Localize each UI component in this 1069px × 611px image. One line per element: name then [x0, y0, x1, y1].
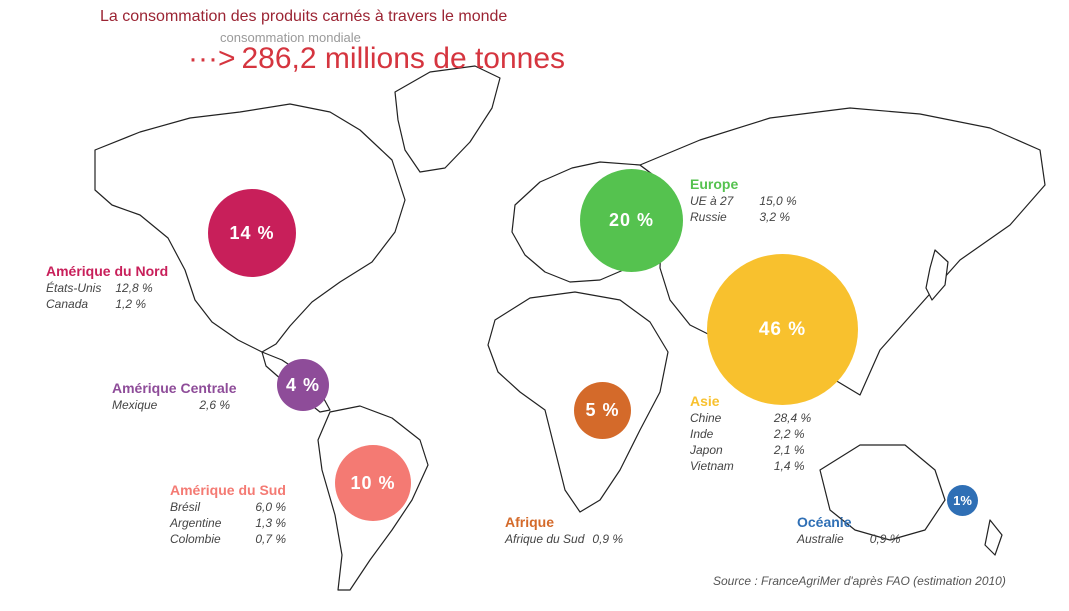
bubble-oceanie: 1% — [947, 485, 978, 516]
country-name: Brésil — [170, 500, 201, 514]
country-value: 1,3 % — [255, 516, 287, 530]
label-afrique: Afrique Afrique du Sud 0,9 % — [505, 514, 623, 548]
total-value: 286,2 millions de tonnes — [241, 42, 566, 75]
bubble-afrique: 5 % — [574, 382, 631, 439]
country-value: 6,0 % — [255, 500, 287, 514]
bubble-amerique-sud: 10 % — [335, 445, 411, 521]
label-asie: Asie Chine 28,4 % Inde 2,2 % Japon 2,1 % Vi… — [690, 393, 811, 475]
bubble-amerique-nord: 14 % — [208, 189, 296, 277]
greenland-shape — [394, 65, 501, 173]
map-title: La consommation des produits carnés à tr… — [100, 8, 508, 25]
country-value: 1,2 % — [115, 297, 147, 311]
list-item: Australie 0,9 % — [797, 532, 900, 548]
country-name: États-Unis — [46, 281, 102, 295]
country-name: UE à 27 — [690, 194, 734, 208]
source-note: Source : FranceAgriMer d'après FAO (esti… — [713, 574, 1006, 588]
list-item: Afrique du Sud 0,9 % — [505, 532, 623, 548]
country-value: 2,2 % — [773, 427, 805, 441]
country-name: Inde — [690, 427, 714, 441]
region-name: Amérique Centrale — [112, 380, 237, 396]
subtitle: consommation mondiale — [220, 30, 361, 45]
bubble-amerique-centrale: 4 % — [277, 359, 329, 411]
bubble-europe: 20 % — [580, 169, 683, 272]
country-name: Russie — [690, 210, 727, 224]
country-name: Australie — [797, 532, 844, 546]
list-item: Chine 28,4 % — [690, 411, 811, 427]
country-value: 28,4 % — [773, 411, 812, 425]
region-name: Amérique du Sud — [170, 482, 286, 498]
list-item: Mexique 2,6 % — [112, 398, 230, 414]
list-item: Russie 3,2 % — [690, 210, 797, 226]
country-name: Canada — [46, 297, 89, 311]
list-item: Colombie 0,7 % — [170, 532, 286, 548]
country-value: 1,4 % — [773, 459, 805, 473]
country-name: Colombie — [170, 532, 221, 546]
region-name: Asie — [690, 393, 720, 409]
country-name: Vietnam — [690, 459, 734, 473]
region-name: Europe — [690, 176, 739, 192]
australia-shape — [819, 444, 946, 541]
country-value: 15,0 % — [759, 194, 797, 208]
label-amerique-nord: Amérique du Nord États-Unis 12,8 % Canada… — [46, 263, 168, 313]
list-item: Canada 1,2 % — [46, 297, 153, 313]
region-name: Afrique — [505, 514, 554, 530]
country-name: Argentine — [170, 516, 222, 530]
new-zealand-shape — [984, 519, 1003, 556]
country-name: Afrique du Sud — [505, 532, 585, 546]
country-value: 12,8 % — [115, 281, 153, 295]
country-value: 2,1 % — [773, 443, 805, 457]
label-oceanie: Océanie Australie 0,9 % — [797, 514, 900, 548]
label-amerique-sud: Amérique du Sud Brésil 6,0 % Argentine 1,3… — [170, 482, 286, 548]
country-name: Japon — [690, 443, 723, 457]
country-name: Chine — [690, 411, 722, 425]
label-europe: Europe UE à 27 15,0 % Russie 3,2 % — [690, 176, 797, 226]
region-name: Amérique du Nord — [46, 263, 169, 279]
list-item: UE à 27 15,0 % — [690, 194, 797, 210]
list-item: Vietnam 1,4 % — [690, 459, 811, 475]
japan-shape — [925, 249, 949, 301]
arrow-icon: ···> — [188, 42, 236, 75]
country-value: 0,9 % — [869, 532, 901, 546]
list-item: Japon 2,1 % — [690, 443, 811, 459]
label-amerique-centrale: Amérique Centrale Mexique 2,6 % — [112, 380, 236, 414]
total-consumption: ···> 286,2 millions de tonnes — [188, 42, 565, 76]
country-value: 2,6 % — [199, 398, 231, 412]
country-value: 0,7 % — [255, 532, 287, 546]
bubble-asie: 46 % — [707, 254, 858, 405]
country-name: Mexique — [112, 398, 158, 412]
list-item: États-Unis 12,8 % — [46, 281, 153, 297]
list-item: Inde 2,2 % — [690, 427, 811, 443]
country-value: 3,2 % — [759, 210, 791, 224]
list-item: Brésil 6,0 % — [170, 500, 286, 516]
region-name: Océanie — [797, 514, 852, 530]
country-value: 0,9 % — [592, 532, 624, 546]
list-item: Argentine 1,3 % — [170, 516, 286, 532]
